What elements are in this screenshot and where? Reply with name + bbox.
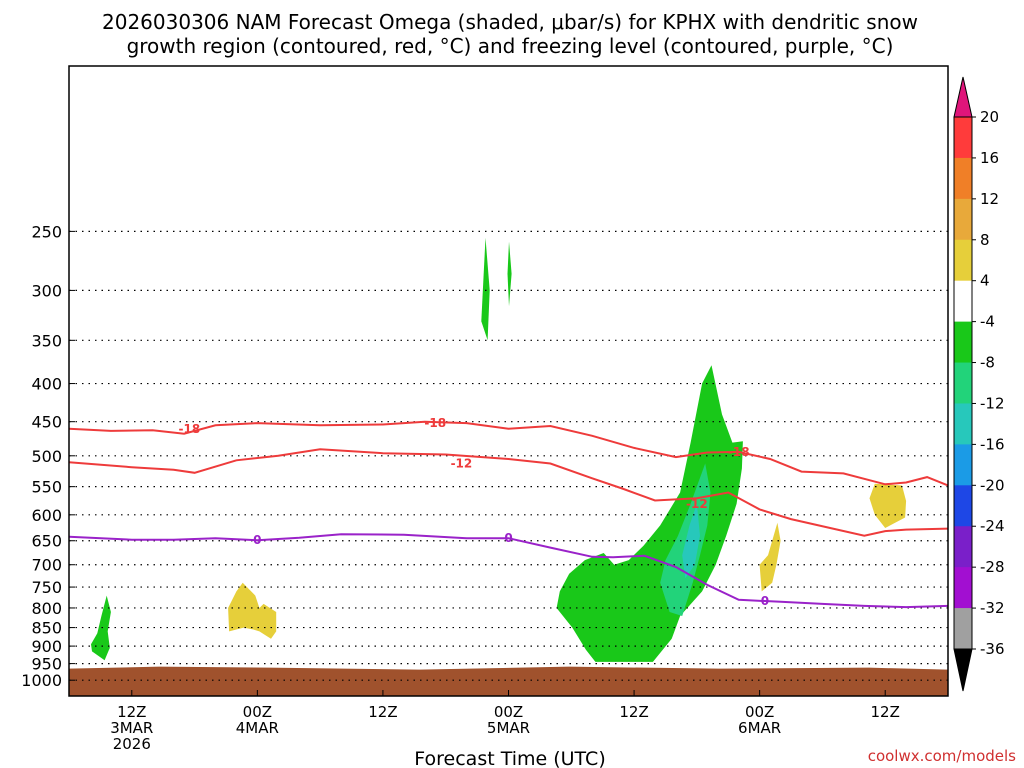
contour-line--12	[69, 448, 948, 537]
colorbar-label--20: -20	[980, 476, 1005, 494]
omega-shade-0	[481, 237, 490, 341]
contour-label-0-1: 0	[504, 531, 512, 545]
x-tick-label-1-0: 00Z	[243, 703, 272, 721]
x-tick-label-0-1: 3MAR	[110, 719, 153, 737]
colorbar-label--4: -4	[980, 313, 995, 331]
x-tick-label-0-2: 2026	[113, 735, 151, 753]
plot-inner: -18 -18 -18 -12 -12 0 0 0	[69, 230, 948, 696]
colorbar-label--32: -32	[980, 599, 1005, 617]
colorbar: 20 16 12 8 4 -4 -8 -12 -16 -20 -24 -28 -32 -36	[953, 76, 1005, 692]
colorbar-swatch-0	[954, 117, 972, 159]
colorbar-swatch-2	[954, 198, 972, 241]
colorbar-label-20: 20	[980, 108, 999, 126]
contour-label-0-0: 0	[253, 533, 261, 547]
omega-shade-2	[91, 595, 111, 661]
x-tick-label-3-0: 00Z	[494, 703, 523, 721]
contour-label--12-1: -12	[686, 497, 708, 511]
colorbar-label-16: 16	[980, 149, 999, 167]
omega-shade-3	[556, 365, 743, 662]
colorbar-swatch-4	[954, 280, 972, 323]
colorbar-swatch-7	[954, 403, 972, 445]
colorbar-top-arrow	[953, 76, 973, 118]
x-tick-label-4-0: 12Z	[619, 703, 648, 721]
contour-label--18-2: -18	[728, 445, 750, 459]
colorbar-swatch-12	[954, 608, 972, 650]
colorbar-label--28: -28	[980, 558, 1005, 576]
colorbar-swatch-8	[954, 444, 972, 486]
credit-text: coolwx.com/models	[868, 747, 1016, 765]
chart-title-line-2: growth region (contoured, red, °C) and f…	[127, 34, 894, 58]
contour-line-0	[69, 533, 948, 609]
contour-label--18-1: -18	[424, 416, 446, 430]
colorbar-swatch-6	[954, 362, 972, 404]
x-tick-label-2-0: 12Z	[368, 703, 397, 721]
colorbar-swatch-3	[954, 239, 972, 282]
y-tick-label-400: 400	[31, 375, 62, 394]
y-tick-label-500: 500	[31, 447, 62, 466]
x-tick-label-5-0: 00Z	[745, 703, 774, 721]
y-tick-label-1000: 1000	[21, 671, 62, 690]
x-tick-label-0-0: 12Z	[117, 703, 146, 721]
contour-label--18-0: -18	[178, 422, 200, 436]
omega-shade-6	[228, 582, 277, 639]
colorbar-swatch-11	[954, 567, 972, 609]
plot-area: -18 -18 -18 -12 -12 0 0 0 250 300 350 400 450 500 550 6…	[21, 65, 949, 753]
y-tick-label-800: 800	[31, 599, 62, 618]
colorbar-label--8: -8	[980, 354, 995, 372]
y-tick-label-350: 350	[31, 331, 62, 350]
y-tick-label-900: 900	[31, 637, 62, 656]
x-axis-label: Forecast Time (UTC)	[414, 748, 605, 768]
x-tick-label-1-1: 4MAR	[236, 719, 279, 737]
contour-line--18	[69, 420, 948, 487]
colorbar-swatch-1	[954, 157, 972, 200]
x-tick-label-5-1: 6MAR	[738, 719, 781, 737]
y-tick-label-250: 250	[31, 222, 62, 241]
colorbar-label-12: 12	[980, 190, 999, 208]
colorbar-swatch-9	[954, 485, 972, 527]
chart-title-line-1: 2026030306 NAM Forecast Omega (shaded, μ…	[102, 10, 918, 34]
omega-shade-4	[660, 463, 711, 616]
x-tick-label-3-1: 5MAR	[487, 719, 530, 737]
y-tick-label-550: 550	[31, 478, 62, 497]
colorbar-label--16: -16	[980, 435, 1005, 453]
y-tick-label-650: 650	[31, 532, 62, 551]
y-tick-label-950: 950	[31, 655, 62, 674]
colorbar-label--24: -24	[980, 517, 1005, 535]
colorbar-bottom-arrow	[953, 648, 973, 692]
omega-shade-8	[869, 483, 907, 528]
omega-shade-5	[682, 503, 700, 579]
y-tick-label-300: 300	[31, 281, 62, 300]
y-tick-label-850: 850	[31, 619, 62, 638]
ground-fill	[69, 666, 948, 696]
colorbar-label-4: 4	[980, 272, 990, 290]
contour-label-0-2: 0	[761, 594, 769, 608]
omega-shade-1	[507, 241, 512, 307]
colorbar-swatch-5	[954, 321, 972, 364]
contour-label--12-0: -12	[451, 456, 473, 470]
colorbar-label-8: 8	[980, 231, 990, 249]
colorbar-swatch-10	[954, 526, 972, 568]
x-tick-label-6-0: 12Z	[871, 703, 900, 721]
y-tick-label-750: 750	[31, 578, 62, 597]
colorbar-label--12: -12	[980, 394, 1005, 412]
colorbar-label--36: -36	[980, 640, 1005, 658]
omega-shade-7	[759, 522, 781, 592]
plot-frame	[68, 65, 949, 697]
y-tick-label-700: 700	[31, 556, 62, 575]
y-tick-label-450: 450	[31, 413, 62, 432]
y-tick-label-600: 600	[31, 506, 62, 525]
